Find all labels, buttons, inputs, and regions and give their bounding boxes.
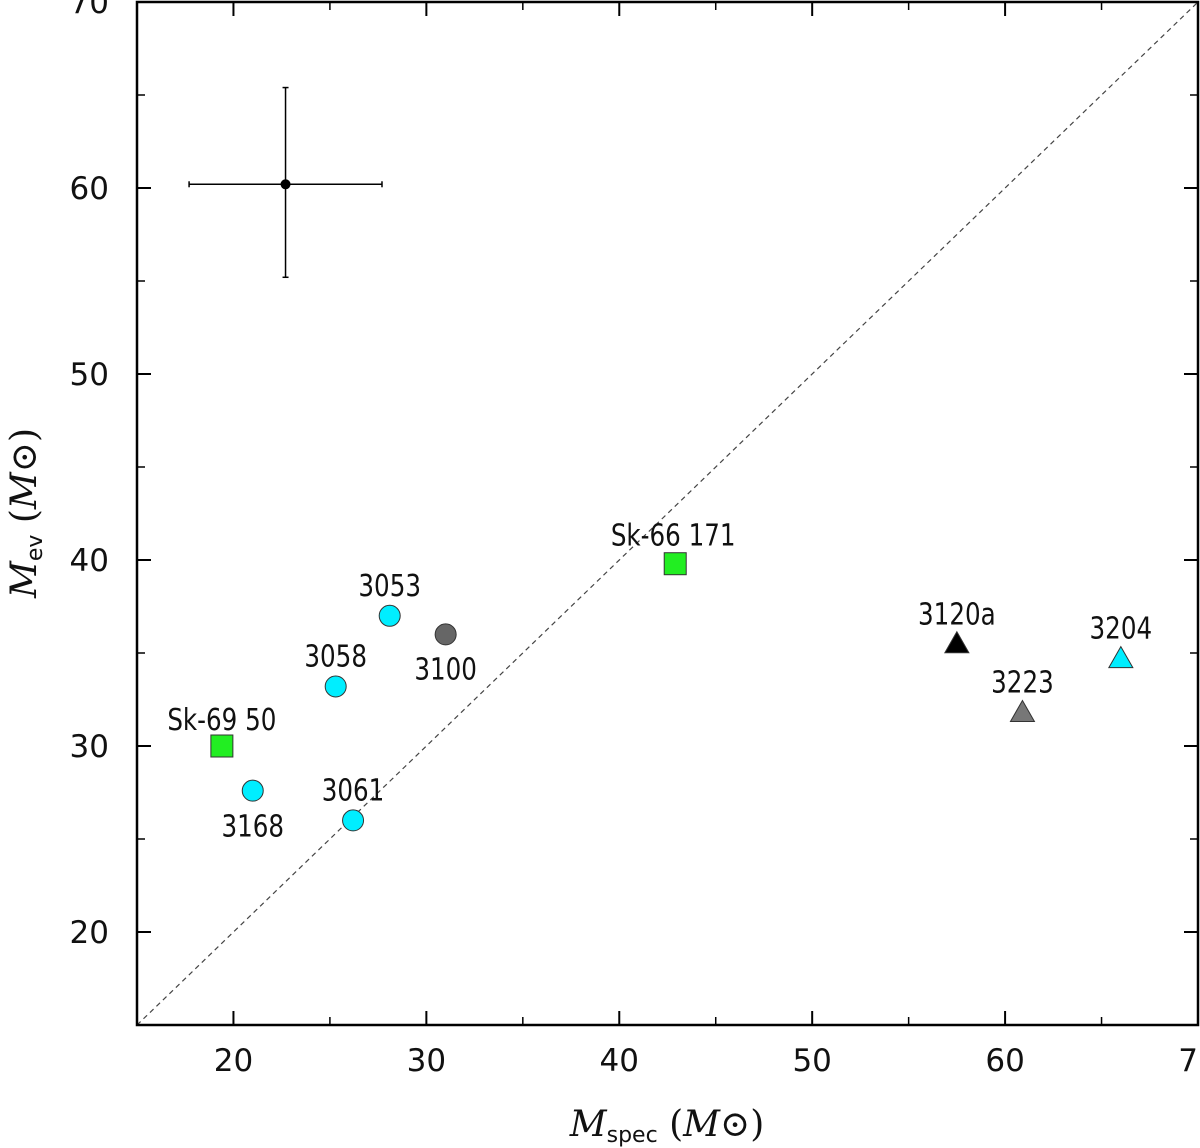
point-3120a [944, 630, 970, 654]
x-axis-unit-open: ( [658, 1104, 684, 1145]
x-axis-symbol: M [569, 1104, 608, 1145]
y-axis-sun-symbol: ⊙ [4, 442, 45, 472]
error-bar-center [280, 179, 291, 190]
one-to-one-reference-line [136, 1, 1199, 1026]
y-tick-label: 50 [70, 357, 109, 393]
point-3223 [1009, 699, 1036, 723]
x-tick-label: 60 [985, 1043, 1024, 1079]
point-3053 [378, 604, 401, 627]
x-axis-unit-close: ) [750, 1104, 764, 1145]
x-axis-sun-symbol: ⊙ [720, 1104, 750, 1145]
reference-line [136, 1, 1199, 1026]
tick-labels: 20 30 40 50 60 70 20 30 40 50 60 70 [70, 0, 1200, 1079]
plot-frame [135, 0, 1200, 1027]
point-3100 [434, 623, 457, 646]
point-3058 [324, 675, 347, 698]
x-tick-label: 30 [407, 1043, 446, 1079]
label-point-sk-69-50: Sk-69 50 [167, 704, 276, 738]
x-axis-subscript: spec [607, 1123, 658, 1148]
label-point-3168: 3168 [221, 810, 284, 844]
point-sk-69-50 [210, 734, 234, 758]
data-points [210, 552, 1134, 832]
y-axis-title: Mev (M⊙) [4, 428, 48, 599]
y-tick-label: 40 [70, 543, 109, 579]
x-tick-label: 40 [600, 1043, 639, 1079]
point-3204 [1107, 645, 1134, 669]
point-sk-66-171 [663, 552, 687, 576]
label-point-3223: 3223 [991, 666, 1054, 700]
y-tick-label: 20 [70, 915, 109, 951]
label-point-3058: 3058 [304, 640, 367, 674]
label-point-3053: 3053 [358, 570, 421, 604]
x-axis-unit-symbol: M [682, 1104, 721, 1145]
x-tick-label: 50 [792, 1043, 831, 1079]
label-point-3100: 3100 [414, 653, 477, 687]
y-axis-unit-open: ( [4, 509, 45, 535]
label-point-3204: 3204 [1090, 612, 1153, 646]
typical-error-bar [188, 86, 383, 279]
point-3061 [342, 809, 365, 832]
point-labels: Sk-69 50 Sk-66 171 3053 3058 3168 3061 3100 312… [167, 519, 1152, 844]
label-point-sk-66-171: Sk-66 171 [611, 519, 736, 553]
point-3168 [241, 779, 264, 802]
y-axis-unit-symbol: M [4, 471, 45, 510]
y-axis-symbol: M [4, 560, 45, 599]
y-tick-label: 30 [70, 729, 109, 765]
x-tick-label: 70 [1178, 1043, 1200, 1079]
x-tick-label: 20 [214, 1043, 253, 1079]
label-point-3120a: 3120a [918, 598, 996, 632]
label-point-3061: 3061 [322, 774, 385, 808]
y-tick-label: 60 [70, 171, 109, 207]
x-axis-title: Mspec (M⊙) [569, 1104, 765, 1148]
y-axis-unit-close: ) [4, 428, 45, 442]
y-axis-subscript: ev [23, 535, 48, 562]
y-tick-label: 70 [70, 0, 109, 21]
